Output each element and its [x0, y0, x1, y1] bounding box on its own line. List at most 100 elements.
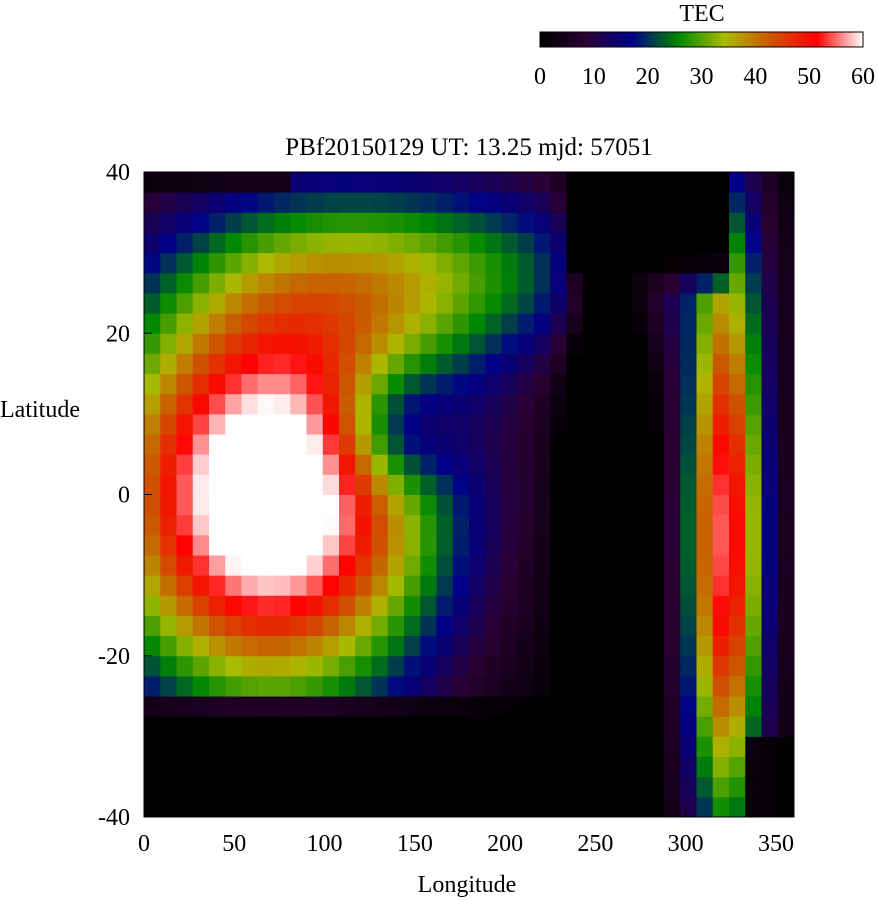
- heatmap-cell: [160, 232, 177, 254]
- heatmap-cell: [566, 232, 584, 254]
- heatmap-cell: [452, 494, 470, 516]
- heatmap-cell: [582, 796, 600, 818]
- y-tick-label: 20: [106, 321, 130, 347]
- heatmap-cell: [274, 434, 291, 455]
- heatmap-cell: [192, 172, 210, 193]
- heatmap-cell: [550, 514, 567, 536]
- heatmap-cell: [144, 212, 161, 233]
- heatmap-cell: [404, 494, 421, 516]
- heatmap-cell: [550, 252, 567, 274]
- heatmap-cell: [290, 353, 307, 375]
- heatmap-cell: [225, 554, 242, 576]
- colorbar-label: TEC: [679, 1, 724, 27]
- heatmap-cell: [745, 272, 762, 294]
- heatmap-cell: [745, 675, 762, 697]
- heatmap-cell: [290, 554, 307, 576]
- heatmap-cell: [664, 575, 681, 596]
- heatmap-cell: [664, 534, 681, 556]
- heatmap-cell: [631, 252, 649, 274]
- heatmap-cell: [534, 696, 551, 717]
- heatmap-cell: [696, 192, 714, 213]
- heatmap-cell: [631, 232, 649, 254]
- heatmap-cell: [355, 474, 372, 495]
- heatmap-cell: [420, 353, 437, 375]
- heatmap-cell: [647, 292, 665, 314]
- heatmap-cell: [501, 716, 519, 737]
- heatmap-cell: [290, 292, 307, 314]
- heatmap-cell: [274, 776, 291, 798]
- heatmap-cell: [761, 373, 779, 395]
- heatmap-cell: [144, 675, 161, 697]
- heatmap-cell: [387, 514, 405, 536]
- heatmap-cell: [160, 393, 177, 415]
- heatmap-cell: [534, 353, 551, 375]
- heatmap-cell: [712, 514, 730, 536]
- heatmap-cell: [615, 595, 632, 616]
- heatmap-cell: [761, 696, 779, 717]
- heatmap-cell: [387, 474, 405, 495]
- heatmap-cell: [306, 252, 324, 274]
- heatmap-cell: [745, 655, 762, 677]
- heatmap-cell: [712, 736, 730, 758]
- heatmap-cell: [729, 756, 746, 778]
- heatmap-cell: [469, 776, 486, 798]
- heatmap-cell: [290, 313, 307, 334]
- heatmap-cell: [761, 534, 779, 556]
- heatmap-cell: [647, 353, 665, 375]
- heatmap-cell: [550, 393, 567, 415]
- heatmap-cell: [777, 434, 795, 455]
- heatmap-cell: [306, 494, 324, 516]
- heatmap-cell: [209, 494, 226, 516]
- heatmap-cell: [160, 212, 177, 233]
- heatmap-cell: [582, 696, 600, 717]
- heatmap-cell: [355, 494, 372, 516]
- heatmap-cell: [599, 413, 616, 435]
- x-tick-label: 200: [487, 831, 523, 857]
- heatmap-cell: [339, 554, 356, 576]
- heatmap-cell: [387, 313, 405, 334]
- heatmap-cell: [550, 212, 567, 233]
- heatmap-cell: [696, 655, 714, 677]
- heatmap-cell: [696, 675, 714, 697]
- heatmap-cell: [485, 454, 502, 475]
- heatmap-cell: [712, 172, 730, 193]
- heatmap-cell: [664, 716, 681, 737]
- heatmap-cell: [209, 514, 226, 536]
- heatmap-cell: [745, 575, 762, 596]
- heatmap-cell: [241, 353, 259, 375]
- heatmap-cell: [566, 474, 584, 495]
- heatmap-cell: [209, 454, 226, 475]
- heatmap-cell: [647, 595, 665, 616]
- heatmap-cell: [192, 554, 210, 576]
- heatmap-cell: [582, 192, 600, 213]
- heatmap-cell: [566, 434, 584, 455]
- heatmap-cell: [647, 655, 665, 677]
- heatmap-cell: [225, 474, 242, 495]
- heatmap-cell: [209, 635, 226, 657]
- heatmap-cell: [160, 675, 177, 697]
- heatmap-cell: [745, 716, 762, 737]
- heatmap-cell: [290, 454, 307, 475]
- heatmap-cell: [274, 635, 291, 657]
- heatmap-cell: [501, 232, 519, 254]
- heatmap-cell: [192, 796, 210, 818]
- heatmap-cell: [485, 554, 502, 576]
- heatmap-cell: [257, 373, 275, 395]
- heatmap-cell: [387, 212, 405, 233]
- heatmap-cell: [517, 313, 535, 334]
- heatmap-cell: [339, 635, 356, 657]
- heatmap-cell: [485, 272, 502, 294]
- heatmap-cell: [420, 534, 437, 556]
- heatmap-cell: [452, 454, 470, 475]
- heatmap-cell: [420, 333, 437, 354]
- heatmap-cell: [680, 393, 697, 415]
- heatmap-cell: [306, 393, 324, 415]
- heatmap-cell: [225, 212, 242, 233]
- heatmap-cell: [534, 232, 551, 254]
- heatmap-cell: [225, 454, 242, 475]
- heatmap-cell: [501, 796, 519, 818]
- heatmap-cell: [501, 575, 519, 596]
- heatmap-cell: [225, 736, 242, 758]
- heatmap-cell: [452, 655, 470, 677]
- heatmap-cell: [599, 615, 616, 637]
